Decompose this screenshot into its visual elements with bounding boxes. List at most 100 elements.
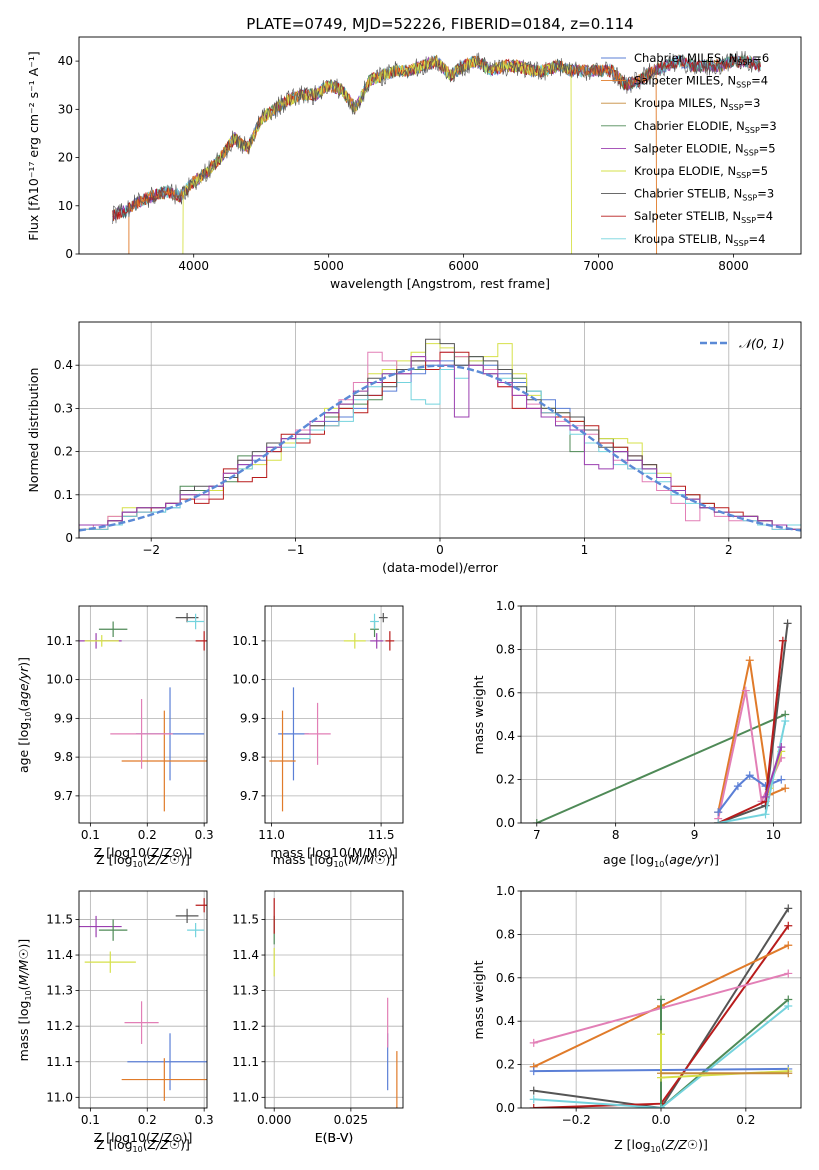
weight-marker — [529, 1067, 538, 1076]
y-tick-label: 11.1 — [46, 1055, 73, 1069]
y-tick-label: 11.4 — [232, 948, 259, 962]
plot-area — [265, 606, 403, 823]
x-tick-label: 11.5 — [368, 828, 395, 842]
x-tick-label: 0.2 — [736, 1113, 755, 1127]
legend-count: =6 — [752, 51, 769, 65]
x-tick-label: 0.1 — [81, 1113, 100, 1127]
legend-count: =4 — [756, 209, 773, 223]
legend-count: =5 — [759, 141, 776, 155]
y-tick-label: 0.8 — [496, 927, 515, 941]
x-tick-label: 0.000 — [257, 1113, 291, 1127]
y-tick-label: 0 — [65, 247, 73, 261]
y-tick-label: 20 — [58, 151, 73, 165]
weight-marker — [778, 636, 787, 645]
legend-subscript: SSP — [744, 148, 759, 157]
x-tick-label: 0.3 — [195, 1113, 214, 1127]
plot-area — [79, 322, 801, 538]
legend-entry: Kroupa STELIB, NSSP=4 — [634, 232, 765, 248]
weight-marker — [657, 1104, 665, 1108]
legend-subscript: SSP — [736, 81, 751, 90]
weight-marker — [529, 1104, 538, 1108]
x-tick-label: 2 — [725, 543, 733, 557]
x-tick-label: 8000 — [718, 259, 749, 273]
legend-entry: Kroupa MILES, NSSP=3 — [634, 96, 760, 112]
weight-marker — [781, 784, 790, 793]
y-tick-label: 0.3 — [54, 401, 73, 415]
plot-area — [521, 891, 801, 1108]
chart-spectrum: 4000 5000 6000 7000 8000 0 10 20 30 40 wavelength … — [26, 36, 802, 291]
y-tick-label: 10.1 — [46, 634, 73, 648]
plot-frame — [520, 605, 802, 824]
weight-marker — [784, 941, 793, 950]
x-axis-label: mass [log10(M/M⊙)] — [270, 845, 398, 860]
x-tick-label: 6000 — [448, 259, 479, 273]
weight-marker — [532, 819, 541, 823]
x-tick-label: 7 — [533, 828, 541, 842]
chart-age_vs_Z: 0.1 0.2 0.3 9.7 9.8 9.9 10.0 10.1 Z [log10(Z/Z⊙)… — [16, 605, 214, 869]
y-axis-label: Normed distribution — [26, 368, 41, 493]
legend-label: Kroupa STELIB, N — [634, 232, 734, 246]
y-tick-label: 0.4 — [496, 1014, 515, 1028]
x-tick-label: 11.0 — [258, 828, 285, 842]
legend-entry: 𝒩(0, 1) — [739, 336, 785, 351]
x-tick-label: 7000 — [583, 259, 614, 273]
x-tick-label: −0.2 — [562, 1113, 591, 1127]
y-tick-label: 11.0 — [46, 1090, 73, 1104]
weight-marker — [657, 995, 665, 1004]
plot-frame — [78, 890, 208, 1109]
x-tick-label: 0.0 — [651, 1113, 670, 1127]
weight-marker — [745, 656, 754, 665]
y-tick-label: 9.7 — [54, 789, 73, 803]
chart-mass_vs_ebv: 0.000 0.025 11.0 11.1 11.2 11.3 11.4 11.5 E(B-V) — [232, 890, 404, 1145]
plot-area — [265, 891, 403, 1108]
y-tick-label: 11.4 — [46, 948, 73, 962]
y-tick-label: 0.2 — [496, 773, 515, 787]
weight-marker — [784, 904, 793, 913]
weight-marker — [781, 717, 790, 726]
figure-title: PLATE=0749, MJD=52226, FIBERID=0184, z=0… — [246, 15, 633, 33]
legend-count: =4 — [751, 74, 768, 88]
legend-count: =3 — [760, 119, 777, 133]
weight-marker — [657, 1069, 665, 1078]
x-tick-label: 0.2 — [138, 1113, 157, 1127]
x-tick-label: 4000 — [178, 259, 209, 273]
weight-marker — [657, 1030, 665, 1039]
y-tick-label: 11.3 — [46, 984, 73, 998]
y-axis-label: mass weight — [471, 675, 486, 754]
x-tick-label: 10 — [766, 828, 781, 842]
y-tick-label: 0.4 — [496, 729, 515, 743]
y-tick-label: 0.8 — [496, 642, 515, 656]
y-tick-label: 0.6 — [496, 686, 515, 700]
y-tick-label: 1.0 — [496, 599, 515, 613]
y-tick-label: 0.0 — [496, 816, 515, 830]
x-tick-label: 0 — [436, 543, 444, 557]
y-tick-label: 11.2 — [46, 1019, 73, 1033]
plot-frame — [78, 605, 208, 824]
y-tick-label: 0.4 — [54, 358, 73, 372]
y-tick-label: 9.7 — [240, 789, 259, 803]
x-tick-label: 9 — [691, 828, 699, 842]
x-axis-label: Z [log10(Z/Z☉)] — [96, 1137, 190, 1154]
weight-marker — [529, 1095, 538, 1104]
y-tick-label: 11.2 — [232, 1019, 259, 1033]
x-tick-label: 5000 — [313, 259, 344, 273]
plot-frame — [78, 321, 802, 539]
y-tick-label: 1.0 — [496, 884, 515, 898]
legend-count: =3 — [757, 187, 774, 201]
weight-marker — [783, 619, 792, 628]
weight-marker — [784, 969, 793, 978]
y-tick-label: 11.0 — [232, 1090, 259, 1104]
y-axis-label: Flux [fλ10⁻¹⁷ erg cm⁻² s⁻¹ A⁻¹] — [26, 51, 41, 240]
legend-entry: Kroupa ELODIE, NSSP=5 — [634, 164, 768, 180]
x-tick-label: 1 — [581, 543, 589, 557]
y-tick-label: 11.5 — [232, 912, 259, 926]
x-axis-label: E(B-V) — [315, 1130, 354, 1145]
plot-frame — [264, 890, 404, 1109]
legend-label: Kroupa ELODIE, N — [634, 164, 736, 178]
spectrum-line — [182, 57, 573, 254]
x-axis-label: E(B-V) — [315, 1130, 354, 1145]
plot-frame — [520, 890, 802, 1109]
y-tick-label: 0 — [65, 531, 73, 545]
weight-marker — [733, 782, 742, 791]
y-tick-label: 9.9 — [240, 711, 259, 725]
